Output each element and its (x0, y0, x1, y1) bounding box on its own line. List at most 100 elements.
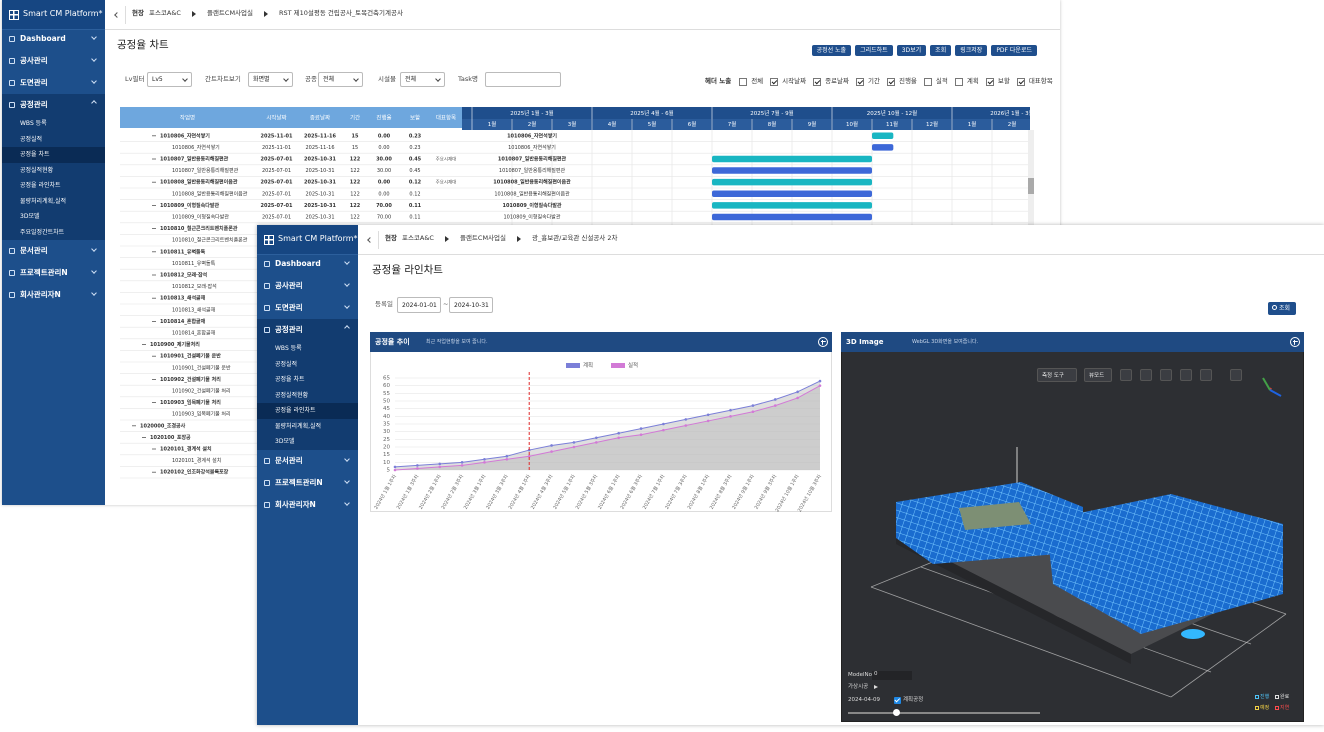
viewer-tool[interactable]: 측정 도구 (1037, 368, 1077, 382)
submenu-item[interactable]: WBS 등록 (275, 345, 302, 352)
submenu-item[interactable]: 주요일정간트차트 (20, 228, 65, 236)
x-tick-label: 2024년 8월 1주차 (686, 473, 712, 511)
toolbar-button[interactable]: PDF 다운로드 (991, 45, 1037, 57)
toolbar-button[interactable]: 링크저장 (955, 45, 988, 57)
menu-item[interactable]: 도면관리 (20, 78, 48, 87)
checkbox[interactable] (739, 78, 748, 86)
checkmark (857, 78, 864, 85)
toolbar-button[interactable]: 조회 (930, 45, 952, 57)
submenu-item[interactable]: 3D모델 (275, 438, 295, 445)
header-options: 헤더 노출 전체 시작날짜 종료날짜 기간 진행율 실적 계획 보할 대표항목 (705, 77, 1056, 86)
expand-icon[interactable] (1290, 337, 1300, 347)
checkbox[interactable] (856, 78, 864, 86)
toolbar-button[interactable]: 그리드하트 (855, 45, 893, 57)
gantt-bar (872, 144, 894, 151)
viewer-icon[interactable] (1120, 369, 1132, 381)
filter-select[interactable]: Lv5 (147, 72, 192, 87)
task-name: 1010807_일반용통리해질편관 (172, 167, 239, 174)
submenu-item[interactable]: 공정율 라인차트 (275, 407, 316, 414)
menu-item[interactable]: 프로젝트관리N (275, 477, 323, 487)
viewer-icon[interactable] (1200, 369, 1212, 381)
breadcrumb-item[interactable]: 플랜트CM사업실 (206, 9, 253, 17)
submenu-item[interactable]: 공정율 라인차트 (20, 182, 61, 189)
filter-select[interactable]: 화면별 (248, 72, 293, 87)
menu-item[interactable]: 프로젝트관리N (20, 268, 68, 277)
month-label: 6월 (688, 120, 697, 128)
task-name: 1010812_모래·잡석 (160, 272, 208, 279)
viewer-icon[interactable] (1140, 369, 1152, 381)
month-row (462, 119, 1030, 130)
slider-knob[interactable] (893, 709, 900, 716)
checkbox[interactable] (770, 78, 779, 86)
checkbox[interactable] (813, 78, 822, 86)
y-tick-label: 30 (383, 429, 390, 435)
menu-item[interactable]: 회사관리자N (275, 499, 316, 509)
menu-item[interactable]: Dashboard (20, 34, 66, 43)
viewer-tool[interactable]: 뷰모드 (1084, 368, 1112, 382)
menu-item[interactable]: Dashboard (275, 259, 321, 268)
breadcrumb-item[interactable]: 광_흉보관/교육관 신설공사 2차 (532, 234, 618, 242)
submenu-bg (2, 116, 105, 240)
checkbox[interactable] (894, 696, 901, 704)
checkbox[interactable] (886, 78, 895, 86)
task-name: 1010811_유벽돌톡 (172, 260, 216, 267)
marker (773, 404, 777, 407)
toolbar-button[interactable]: 3D보기 (896, 45, 927, 57)
submenu-item[interactable]: 공정실적 (275, 360, 298, 368)
cell: 15 (352, 133, 359, 139)
gantt-task-name: 1010806_자연석쌓기 (508, 144, 556, 151)
submenu-item[interactable]: 공정율 차트 (275, 376, 305, 383)
breadcrumb-item[interactable]: 포스코A&C (148, 9, 181, 17)
checkbox[interactable] (954, 78, 963, 86)
legend-swatch (566, 363, 580, 368)
play-icon[interactable] (874, 685, 878, 689)
checkbox[interactable] (985, 78, 994, 86)
viewer-icon[interactable] (1160, 369, 1172, 381)
legend-box (1275, 706, 1279, 710)
cell: 2025-07-01 (261, 203, 294, 209)
legend-label: 진행 (1260, 694, 1270, 700)
chart-panel (370, 332, 832, 512)
menu-icon (264, 457, 270, 464)
gantt-task-name: 1010809_이형질속다발관 (502, 202, 561, 209)
submenu-item[interactable]: 공정율 차트 (20, 151, 50, 158)
marker (438, 462, 442, 466)
menu-item[interactable]: 공정관리 (20, 100, 48, 109)
date-input[interactable]: 2024-01-01 (397, 297, 441, 313)
expand-icon[interactable] (818, 337, 828, 347)
menu-item[interactable]: 회사관리자N (20, 290, 61, 299)
breadcrumb-item[interactable]: 플랜트CM사업실 (459, 234, 506, 242)
date-input[interactable]: 2024-10-31 (449, 297, 493, 313)
filter-select[interactable]: 전체 (318, 72, 363, 87)
month-label: 1월 (968, 120, 977, 128)
search-button[interactable]: 조회 (1268, 302, 1296, 315)
submenu-item[interactable]: 공정실적 (20, 135, 43, 143)
submenu-item[interactable]: 공정실적현황 (275, 391, 309, 399)
viewer-icon[interactable] (1180, 369, 1192, 381)
filter-input[interactable] (485, 72, 561, 87)
menu-item[interactable]: 문서관리 (20, 246, 48, 255)
checkbox[interactable] (923, 78, 932, 86)
menu-item[interactable]: 공정관리 (275, 325, 303, 334)
menu-item[interactable]: 공사관리 (20, 56, 48, 65)
menu-item[interactable]: 도면관리 (275, 303, 303, 312)
submenu-item[interactable]: WBS 등록 (20, 120, 47, 127)
submenu-item[interactable]: 물량처리계획,실적 (20, 197, 67, 205)
viewer-icon[interactable] (1230, 369, 1242, 381)
menu-item[interactable]: 문서관리 (275, 455, 303, 465)
submenu-item[interactable]: 공정실적현황 (20, 166, 54, 174)
checkbox[interactable] (1016, 78, 1025, 86)
filter-label: Task명 (458, 75, 479, 83)
task-name: 1010809_이형질속다발관 (160, 202, 219, 209)
breadcrumb-item[interactable]: 포스코A&C (401, 234, 434, 242)
line (394, 385, 821, 471)
cell: 2025-10-31 (304, 180, 337, 186)
menu-item[interactable]: 공사관리 (275, 281, 303, 290)
breadcrumb-item[interactable]: RST 제10설평동 건립공사_토목건축기계공사 (279, 9, 403, 17)
toolbar-button[interactable]: 공정선 노출 (811, 45, 852, 57)
submenu-item[interactable]: 3D모델 (20, 213, 40, 220)
breadcrumb: 현장 포스코A&C 플랜트CM사업실 광_흉보관/교육관 신설공사 2차 (385, 234, 618, 243)
submenu-item[interactable]: 물량처리계획,실적 (275, 422, 322, 430)
filter-select[interactable]: 전체 (400, 72, 445, 87)
